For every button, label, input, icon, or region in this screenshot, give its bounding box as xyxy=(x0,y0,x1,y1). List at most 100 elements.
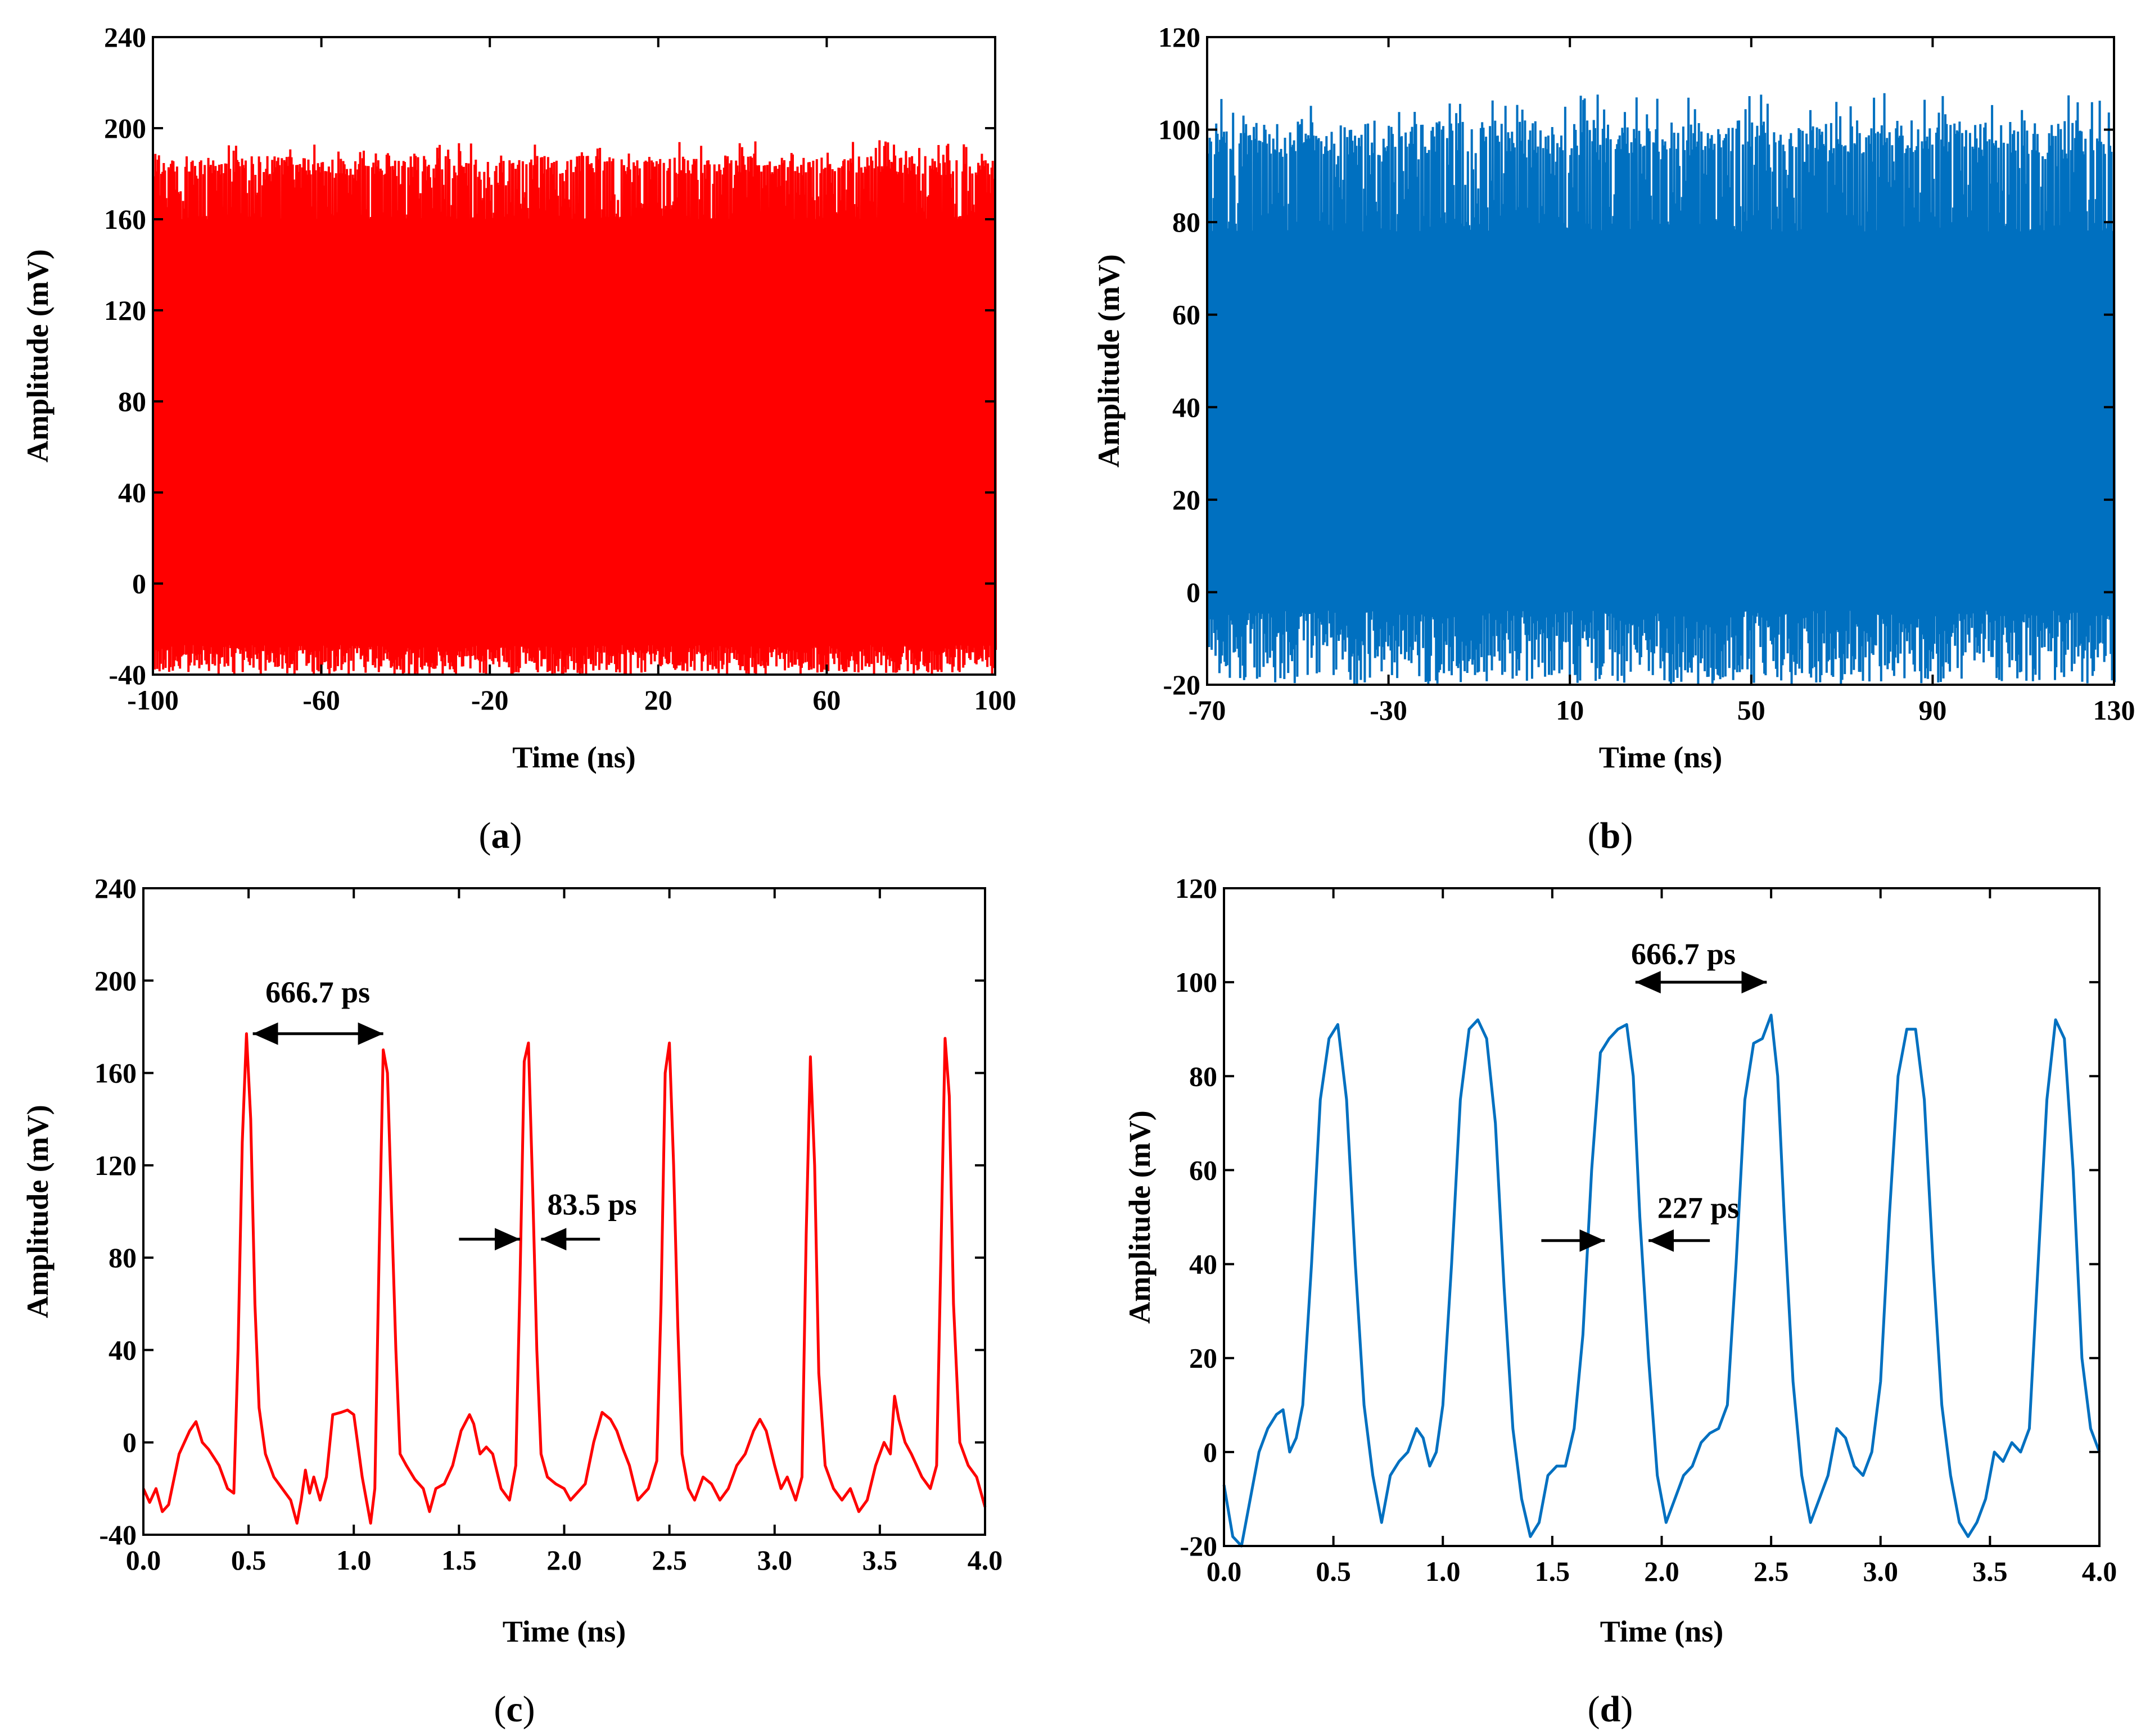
panel-b-xtick-label: 90 xyxy=(1918,694,1946,726)
panel-b-ytick-label: 0 xyxy=(1186,576,1200,608)
panel-c-width-label: 83.5 ps xyxy=(548,1188,637,1222)
panel-b-plot: -70 -30 10 50 90 130 -20 0 20 40 60 80 100 120 Time (n… xyxy=(1092,21,2135,774)
panel-b-xtick-label: 50 xyxy=(1737,694,1765,726)
panel-a-caption-close: ) xyxy=(510,815,522,856)
panel-a-ytick-label: 160 xyxy=(104,204,146,235)
panel-b-ytick-label: 20 xyxy=(1172,484,1200,516)
panel-a: -100 -60 -20 20 60 100 -40 0 40 80 120 160 200 240 Tim… xyxy=(21,21,1017,856)
panel-c-ytick-label: -40 xyxy=(99,1519,137,1550)
panel-b-x-axis-title: Time (ns) xyxy=(1599,740,1723,774)
panel-a-xtick-label: 60 xyxy=(812,684,841,716)
panel-a-caption: (a) xyxy=(479,815,522,856)
panel-d-ytick-label: 100 xyxy=(1175,966,1217,998)
panel-d-caption-letter: d xyxy=(1600,1689,1621,1730)
panel-c-caption-open: ( xyxy=(494,1689,506,1730)
panel-d-caption: (d) xyxy=(1588,1689,1633,1730)
panel-b-ytick-label: 40 xyxy=(1172,391,1200,423)
panel-c-caption-letter: c xyxy=(506,1689,522,1730)
panel-d-xtick-label: 3.5 xyxy=(1972,1556,2008,1587)
panel-b-y-axis-title: Amplitude (mV) xyxy=(1092,254,1126,467)
panel-a-ytick-label: 120 xyxy=(104,295,146,326)
panel-c: 0.0 0.5 1.0 1.5 2.0 2.5 3.0 3.5 4.0 -40 0 40 80 120 16… xyxy=(21,872,1002,1730)
panel-c-caption-close: ) xyxy=(523,1689,535,1730)
panel-a-ytick-label: 0 xyxy=(132,568,146,599)
panel-a-caption-open: ( xyxy=(479,815,491,856)
panel-c-series-line xyxy=(142,1032,987,1525)
panel-b-signal-line xyxy=(1206,93,2116,685)
panel-c-xtick-label: 1.5 xyxy=(441,1544,477,1576)
panel-b-caption: (b) xyxy=(1588,815,1633,856)
panel-a-ytick-label: 200 xyxy=(104,112,146,144)
panel-a-axes-frame xyxy=(152,36,996,676)
panel-d: 0.0 0.5 1.0 1.5 2.0 2.5 3.0 3.5 4.0 -20 0 20 40 60 80 1… xyxy=(1123,872,2117,1730)
panel-d-xtick-label: 0.5 xyxy=(1316,1556,1351,1587)
panel-d-xtick-label: 2.0 xyxy=(1644,1556,1679,1587)
panel-a-xtick-label: 100 xyxy=(974,684,1017,716)
panel-c-xtick-label: 3.5 xyxy=(862,1544,898,1576)
panel-d-x-axis-title: Time (ns) xyxy=(1600,1615,1724,1648)
panel-b-ytick-label: 100 xyxy=(1158,114,1200,146)
panel-d-ytick-label: 40 xyxy=(1189,1249,1217,1280)
panel-a-y-axis-title: Amplitude (mV) xyxy=(21,249,55,462)
panel-c-xtick-label: 0.5 xyxy=(231,1544,267,1576)
panel-d-ytick-label: 120 xyxy=(1175,872,1217,904)
panel-c-ytick-label: 240 xyxy=(94,872,137,904)
panel-b: -70 -30 10 50 90 130 -20 0 20 40 60 80 100 120 Time (n… xyxy=(1092,21,2135,856)
panel-a-signal-line xyxy=(152,140,997,675)
panel-c-ytick-label: 40 xyxy=(109,1334,137,1366)
panel-d-width-label: 227 ps xyxy=(1657,1191,1740,1224)
panel-c-ytick-label: 160 xyxy=(94,1057,137,1089)
panel-b-ytick-label: -20 xyxy=(1163,669,1200,700)
panel-a-ytick-label: 240 xyxy=(104,21,146,53)
panel-a-ytick-label: 40 xyxy=(118,477,146,508)
panel-d-y-axis-title: Amplitude (mV) xyxy=(1123,1110,1157,1323)
panel-c-xtick-label: 2.5 xyxy=(652,1544,687,1576)
panel-c-caption: (c) xyxy=(494,1689,535,1730)
panel-a-xtick-label: 20 xyxy=(644,684,672,716)
panel-a-caption-letter: a xyxy=(491,815,510,856)
panel-a-xtick-label: -100 xyxy=(127,684,179,716)
panel-d-xtick-label: 4.0 xyxy=(2082,1556,2117,1587)
panel-d-period-label: 666.7 ps xyxy=(1631,937,1736,971)
panel-c-y-axis-title: Amplitude (mV) xyxy=(21,1105,55,1318)
panel-d-ytick-label: 20 xyxy=(1189,1342,1217,1374)
panel-d-ytick-label: 60 xyxy=(1189,1154,1217,1186)
panel-d-xtick-label: 3.0 xyxy=(1863,1556,1899,1587)
panel-c-xtick-label: 1.0 xyxy=(336,1544,372,1576)
panel-c-xtick-label: 2.0 xyxy=(546,1544,582,1576)
panel-a-x-axis-title: Time (ns) xyxy=(512,740,636,774)
panel-d-ytick-label: 80 xyxy=(1189,1060,1217,1092)
panel-b-caption-open: ( xyxy=(1588,815,1600,856)
panel-b-ytick-label: 80 xyxy=(1172,206,1200,238)
panel-b-ytick-label: 120 xyxy=(1158,21,1200,53)
panel-c-period-label: 666.7 ps xyxy=(265,975,370,1009)
panel-d-ytick-label: 0 xyxy=(1203,1436,1217,1468)
panel-c-xtick-label: 4.0 xyxy=(968,1544,1003,1576)
panel-b-xtick-label: -70 xyxy=(1189,694,1226,726)
panel-b-axes-frame xyxy=(1206,36,2115,686)
panel-b-ytick-label: 60 xyxy=(1172,299,1200,331)
panel-a-ytick-label: -40 xyxy=(109,659,146,690)
panel-c-plot: 0.0 0.5 1.0 1.5 2.0 2.5 3.0 3.5 4.0 -40 0 40 80 120 16… xyxy=(21,872,1002,1648)
panel-c-ytick-label: 120 xyxy=(94,1150,137,1181)
panel-d-xtick-label: 1.5 xyxy=(1535,1556,1570,1587)
panel-c-x-axis-title: Time (ns) xyxy=(503,1615,626,1648)
panel-b-xtick-label: -30 xyxy=(1370,694,1407,726)
panel-b-xtick-label: 10 xyxy=(1556,694,1584,726)
panel-a-ytick-label: 80 xyxy=(118,386,146,417)
panel-d-plot: 0.0 0.5 1.0 1.5 2.0 2.5 3.0 3.5 4.0 -20 0 20 40 60 80 1… xyxy=(1123,872,2117,1648)
panel-a-xtick-label: -20 xyxy=(471,684,509,716)
panel-c-xtick-label: 0.0 xyxy=(126,1544,161,1576)
panel-c-ytick-label: 80 xyxy=(109,1242,137,1273)
panel-d-series-line xyxy=(1222,1014,2101,1548)
panel-a-plot: -100 -60 -20 20 60 100 -40 0 40 80 120 160 200 240 Tim… xyxy=(21,21,1017,774)
panel-b-caption-close: ) xyxy=(1620,815,1633,856)
panel-c-xtick-label: 3.0 xyxy=(757,1544,793,1576)
panel-c-ytick-label: 0 xyxy=(123,1427,137,1458)
panel-b-caption-letter: b xyxy=(1600,815,1621,856)
panel-d-ytick-label: -20 xyxy=(1180,1530,1217,1562)
panel-b-xtick-label: 130 xyxy=(2093,694,2135,726)
panel-d-xtick-label: 2.5 xyxy=(1754,1556,1789,1587)
panel-a-xtick-label: -60 xyxy=(302,684,340,716)
panel-c-ytick-label: 200 xyxy=(94,965,137,996)
